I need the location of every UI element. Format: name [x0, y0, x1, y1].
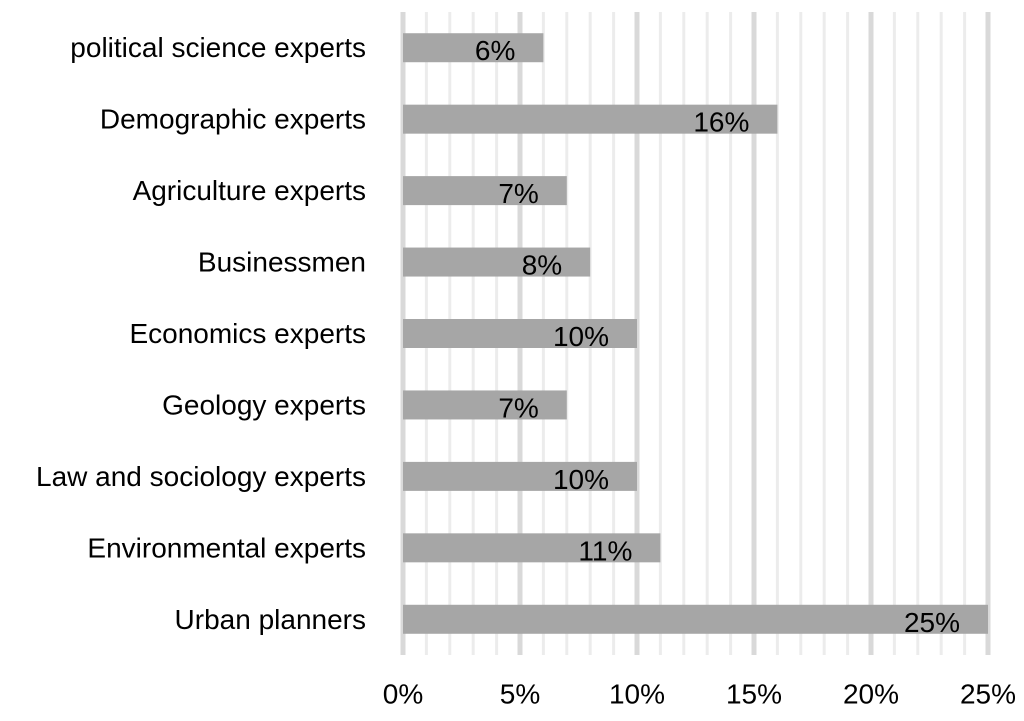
- bars: [403, 33, 988, 634]
- data-labels: 6% 16% 7% 8% 10% 7% 10% 11% 25%: [475, 35, 960, 638]
- data-label: 7%: [498, 178, 538, 209]
- category-label: Environmental experts: [87, 532, 366, 563]
- x-axis-tick-labels: 0% 5% 10% 15% 20% 25%: [383, 679, 1016, 710]
- data-label: 6%: [475, 35, 515, 66]
- x-tick-label: 25%: [960, 679, 1016, 710]
- data-label: 10%: [553, 464, 609, 495]
- category-label: Urban planners: [175, 604, 366, 635]
- bar: [403, 390, 567, 420]
- data-label: 7%: [498, 392, 538, 423]
- category-label: Geology experts: [162, 389, 366, 420]
- category-label: Businessmen: [198, 247, 366, 278]
- category-label: Law and sociology experts: [36, 461, 366, 492]
- data-label: 10%: [553, 321, 609, 352]
- data-label: 11%: [578, 535, 632, 566]
- data-label: 25%: [904, 607, 960, 638]
- bar: [403, 176, 567, 206]
- category-labels: political science experts Demographic exp…: [36, 32, 366, 635]
- data-label: 16%: [693, 107, 749, 138]
- category-label: Economics experts: [129, 318, 366, 349]
- x-tick-label: 5%: [500, 679, 540, 710]
- bar: [403, 33, 544, 63]
- category-label: Agriculture experts: [133, 175, 366, 206]
- bar: [403, 461, 637, 491]
- bar: [403, 533, 661, 563]
- data-label: 8%: [522, 250, 562, 281]
- x-tick-label: 15%: [726, 679, 782, 710]
- bar: [403, 104, 778, 134]
- x-tick-label: 20%: [843, 679, 899, 710]
- category-label: Demographic experts: [100, 104, 366, 135]
- x-tick-label: 0%: [383, 679, 423, 710]
- category-label: political science experts: [70, 32, 366, 63]
- bar: [403, 247, 591, 277]
- bar: [403, 319, 637, 348]
- bar: [403, 604, 988, 634]
- x-tick-label: 10%: [609, 679, 665, 710]
